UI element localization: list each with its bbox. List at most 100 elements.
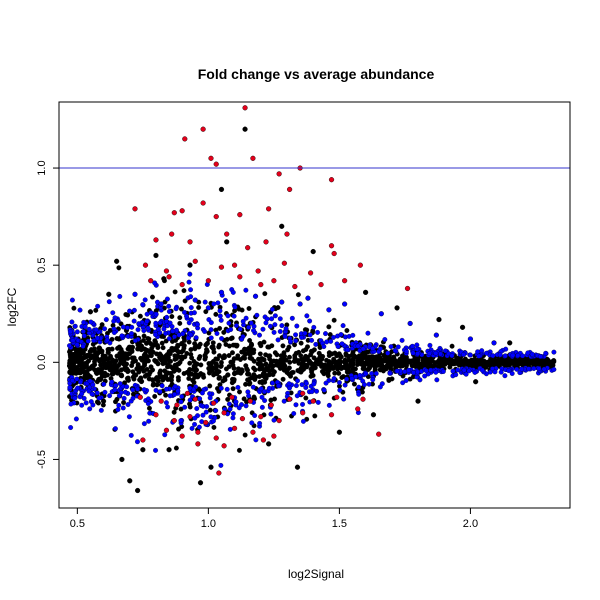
- background-point: [272, 396, 277, 402]
- background-point: [167, 393, 173, 399]
- background-point: [74, 342, 80, 348]
- background-point: [188, 305, 194, 311]
- background-point: [214, 331, 220, 336]
- background-point: [187, 385, 193, 391]
- background-point: [80, 329, 86, 334]
- background-point: [277, 316, 283, 322]
- background-point: [227, 406, 233, 412]
- background-point: [137, 313, 143, 319]
- data-point: [192, 258, 198, 264]
- background-point: [182, 404, 188, 410]
- data-point: [258, 282, 264, 288]
- background-point: [122, 365, 128, 371]
- data-point: [179, 282, 185, 288]
- background-point: [288, 373, 294, 379]
- background-point: [476, 353, 482, 359]
- background-point: [119, 373, 125, 379]
- data-point: [260, 437, 267, 443]
- background-point: [399, 337, 405, 343]
- background-point: [304, 363, 310, 369]
- y-tick-label: 0.5: [36, 258, 48, 273]
- data-point: [266, 441, 272, 447]
- background-point: [529, 351, 535, 357]
- background-point: [287, 385, 292, 391]
- background-point: [502, 373, 508, 379]
- background-point: [490, 353, 496, 359]
- background-point: [382, 337, 388, 342]
- background-point: [448, 360, 454, 366]
- background-point: [243, 403, 249, 409]
- background-point: [141, 328, 147, 334]
- background-point: [443, 348, 448, 354]
- background-point: [151, 342, 157, 348]
- background-point: [192, 341, 198, 347]
- background-point: [521, 358, 527, 364]
- background-point: [227, 343, 232, 349]
- data-point: [187, 239, 193, 245]
- background-point: [130, 359, 136, 365]
- background-point: [425, 360, 431, 366]
- background-point: [519, 366, 525, 372]
- data-point: [328, 412, 335, 418]
- data-point: [208, 155, 214, 161]
- background-point: [479, 348, 485, 354]
- background-point: [226, 401, 232, 407]
- background-point: [193, 335, 199, 341]
- background-point: [246, 306, 252, 311]
- background-point: [321, 387, 327, 393]
- background-point: [422, 373, 428, 379]
- background-point: [492, 369, 498, 375]
- background-point: [162, 368, 168, 374]
- background-point: [395, 344, 401, 350]
- background-point: [204, 404, 210, 409]
- x-tick-label: 1.5: [332, 518, 347, 530]
- data-point: [203, 419, 209, 426]
- background-point: [181, 345, 187, 351]
- background-point: [218, 385, 224, 391]
- background-point: [339, 375, 345, 380]
- background-point: [86, 326, 92, 332]
- background-point: [531, 366, 537, 371]
- background-point: [339, 341, 345, 347]
- background-point: [238, 357, 243, 362]
- background-point: [308, 352, 314, 358]
- background-point: [83, 400, 89, 406]
- background-point: [105, 347, 111, 352]
- background-point: [146, 418, 152, 424]
- background-point: [130, 374, 136, 380]
- background-point: [280, 343, 286, 349]
- data-point: [221, 443, 227, 449]
- background-point: [164, 386, 169, 392]
- background-point: [498, 369, 504, 375]
- background-point: [125, 369, 131, 375]
- background-point: [370, 346, 376, 351]
- background-point: [67, 369, 73, 375]
- data-point: [208, 464, 214, 470]
- data-point: [197, 480, 204, 486]
- background-point: [187, 397, 193, 403]
- background-point: [252, 367, 258, 373]
- background-point: [144, 372, 150, 378]
- data-point: [271, 278, 277, 284]
- data-point: [142, 262, 149, 268]
- background-point: [213, 408, 219, 414]
- background-point: [126, 414, 132, 420]
- background-point: [186, 376, 192, 381]
- background-point: [345, 347, 350, 353]
- data-point: [363, 289, 369, 295]
- background-point: [476, 358, 482, 364]
- background-point: [240, 318, 246, 324]
- background-point: [375, 355, 380, 361]
- point-cloud: [67, 105, 557, 494]
- background-point: [289, 315, 295, 321]
- background-point: [87, 406, 93, 412]
- background-point: [90, 382, 96, 388]
- background-point: [365, 367, 371, 373]
- data-point: [153, 412, 159, 418]
- background-point: [216, 375, 222, 381]
- data-point: [171, 210, 177, 216]
- data-point: [182, 136, 188, 142]
- data-point: [287, 186, 293, 193]
- background-point: [239, 368, 245, 374]
- background-point: [125, 402, 131, 407]
